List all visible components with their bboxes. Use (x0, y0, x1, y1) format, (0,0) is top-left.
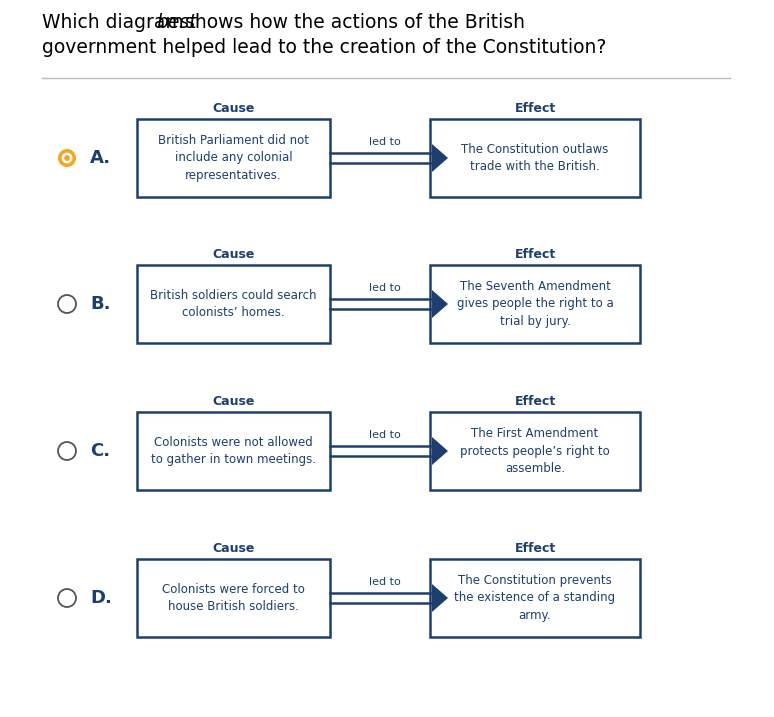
Text: Effect: Effect (515, 395, 556, 408)
FancyBboxPatch shape (137, 265, 330, 343)
Text: Effect: Effect (515, 542, 556, 555)
Text: shows how the actions of the British: shows how the actions of the British (179, 13, 525, 32)
Text: Cause: Cause (212, 102, 255, 115)
Text: Cause: Cause (212, 395, 255, 408)
FancyBboxPatch shape (430, 412, 640, 490)
FancyBboxPatch shape (137, 559, 330, 637)
FancyBboxPatch shape (137, 412, 330, 490)
Polygon shape (432, 584, 448, 612)
Circle shape (58, 149, 76, 167)
Text: led to: led to (369, 577, 401, 587)
Polygon shape (432, 144, 448, 172)
Circle shape (58, 295, 76, 313)
Text: best: best (156, 13, 197, 32)
Text: Cause: Cause (212, 542, 255, 555)
Text: British Parliament did not
include any colonial
representatives.: British Parliament did not include any c… (158, 134, 309, 182)
FancyBboxPatch shape (137, 119, 330, 197)
FancyBboxPatch shape (430, 559, 640, 637)
Text: Which diagram: Which diagram (42, 13, 190, 32)
Text: The Seventh Amendment
gives people the right to a
trial by jury.: The Seventh Amendment gives people the r… (457, 280, 613, 328)
Text: led to: led to (369, 283, 401, 293)
Text: A.: A. (90, 149, 111, 167)
Polygon shape (432, 290, 448, 318)
Text: The Constitution outlaws
trade with the British.: The Constitution outlaws trade with the … (461, 143, 608, 174)
Text: British soldiers could search
colonists’ homes.: British soldiers could search colonists’… (150, 289, 317, 319)
Text: D.: D. (90, 589, 112, 607)
Text: Colonists were forced to
house British soldiers.: Colonists were forced to house British s… (162, 583, 305, 613)
Text: government helped lead to the creation of the Constitution?: government helped lead to the creation o… (42, 38, 606, 57)
Text: Colonists were not allowed
to gather in town meetings.: Colonists were not allowed to gather in … (151, 436, 316, 466)
Text: The First Amendment
protects people’s right to
assemble.: The First Amendment protects people’s ri… (460, 427, 610, 475)
FancyBboxPatch shape (430, 265, 640, 343)
Text: Effect: Effect (515, 102, 556, 115)
Circle shape (64, 155, 70, 161)
Text: Cause: Cause (212, 248, 255, 261)
Text: led to: led to (369, 137, 401, 147)
Text: led to: led to (369, 430, 401, 440)
Circle shape (58, 442, 76, 460)
Text: Effect: Effect (515, 248, 556, 261)
Text: C.: C. (90, 442, 110, 460)
FancyBboxPatch shape (430, 119, 640, 197)
Circle shape (62, 153, 73, 163)
Circle shape (58, 589, 76, 607)
Text: The Constitution prevents
the existence of a standing
army.: The Constitution prevents the existence … (454, 574, 615, 622)
Polygon shape (432, 437, 448, 465)
Text: B.: B. (90, 295, 111, 313)
